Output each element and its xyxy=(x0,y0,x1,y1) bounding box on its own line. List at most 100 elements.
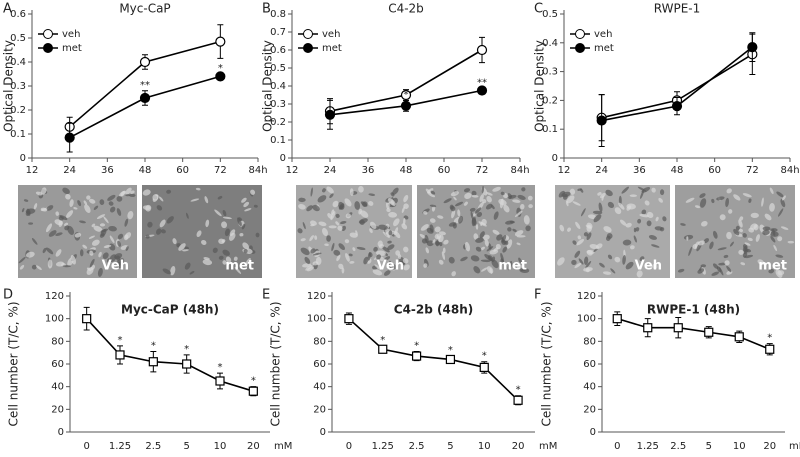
cell xyxy=(420,224,429,231)
y-tick-label: 80 xyxy=(583,336,596,347)
cell xyxy=(566,195,575,204)
cells xyxy=(419,185,533,277)
marker xyxy=(445,354,456,365)
cell xyxy=(79,220,86,224)
cell xyxy=(716,196,725,201)
cell xyxy=(659,189,665,196)
cell xyxy=(119,190,126,197)
cell xyxy=(106,258,111,263)
x-tick-label: 5 xyxy=(447,441,453,452)
cell xyxy=(363,256,369,265)
cell xyxy=(384,256,391,261)
cells xyxy=(142,187,260,276)
cell xyxy=(572,240,577,245)
legend-marker xyxy=(43,29,53,39)
marker xyxy=(612,314,622,324)
cell xyxy=(644,200,650,206)
cell xyxy=(19,264,25,270)
cell xyxy=(158,196,164,202)
cell xyxy=(387,244,395,251)
cell xyxy=(241,197,247,203)
marker xyxy=(215,71,226,82)
cell xyxy=(525,225,531,232)
cells xyxy=(677,187,795,278)
y-tick-label: 0.3 xyxy=(542,67,558,78)
cell xyxy=(503,204,510,213)
cell xyxy=(742,233,747,238)
cell xyxy=(359,219,365,226)
cell xyxy=(436,234,441,243)
cell xyxy=(770,228,778,232)
cell xyxy=(222,209,227,217)
marker xyxy=(82,314,92,324)
cell xyxy=(780,198,786,208)
cell xyxy=(711,198,715,204)
cell xyxy=(614,207,622,215)
cell xyxy=(614,256,621,263)
cell xyxy=(212,247,218,254)
cell xyxy=(453,196,457,201)
cell xyxy=(651,244,660,248)
cell xyxy=(484,254,493,261)
cell xyxy=(237,217,242,227)
cell xyxy=(314,235,318,240)
cell xyxy=(99,223,106,227)
cell xyxy=(507,194,517,199)
cell xyxy=(368,252,373,258)
series-line xyxy=(617,317,771,351)
x-tick-label: 84h xyxy=(510,165,529,176)
y-tick-label: 40 xyxy=(313,382,326,393)
x-tick-label: 48 xyxy=(400,165,413,176)
cell xyxy=(393,218,400,227)
cell xyxy=(326,186,334,194)
cell xyxy=(637,186,647,192)
cell xyxy=(250,189,256,195)
cell xyxy=(652,263,658,270)
cell xyxy=(528,204,533,209)
cell xyxy=(305,264,313,271)
cell xyxy=(733,228,740,236)
cell xyxy=(178,243,186,251)
cell xyxy=(31,264,37,270)
x-tick-label: 72 xyxy=(214,165,227,176)
cell xyxy=(683,234,694,240)
cell xyxy=(166,189,172,194)
cell xyxy=(18,256,26,264)
image-label: Veh xyxy=(377,259,404,274)
y-axis-label: Optical Density xyxy=(533,40,547,132)
legend-label: veh xyxy=(322,29,340,40)
cell xyxy=(625,222,632,228)
cell xyxy=(451,271,456,277)
cell xyxy=(648,235,658,240)
cell xyxy=(735,225,740,231)
marker xyxy=(479,362,489,372)
y-tick-label: 0.6 xyxy=(270,45,286,56)
cell xyxy=(726,231,732,240)
cell xyxy=(31,238,38,245)
cell xyxy=(229,229,236,236)
cell xyxy=(742,193,752,198)
y-tick-label: 60 xyxy=(51,359,64,370)
y-tick-label: 0 xyxy=(590,427,596,438)
cell xyxy=(726,265,732,273)
significance: * xyxy=(380,335,385,346)
marker xyxy=(673,323,683,333)
cell xyxy=(471,217,477,226)
cell xyxy=(160,229,166,234)
cell xyxy=(482,199,487,204)
cell xyxy=(109,206,116,213)
y-tick-label: 100 xyxy=(45,314,64,325)
x-tick-label: 5 xyxy=(706,441,712,452)
x-tick-label: 72 xyxy=(746,165,759,176)
y-tick-label: 0 xyxy=(280,153,286,164)
cell xyxy=(386,208,391,213)
x-tick-label: 60 xyxy=(708,165,721,176)
image-label: Veh xyxy=(102,259,129,274)
cell xyxy=(214,209,222,217)
cell xyxy=(127,210,134,220)
cell xyxy=(633,227,637,233)
cell xyxy=(777,236,783,242)
legend-marker xyxy=(575,29,585,39)
cell xyxy=(403,246,409,253)
cell xyxy=(152,194,159,201)
